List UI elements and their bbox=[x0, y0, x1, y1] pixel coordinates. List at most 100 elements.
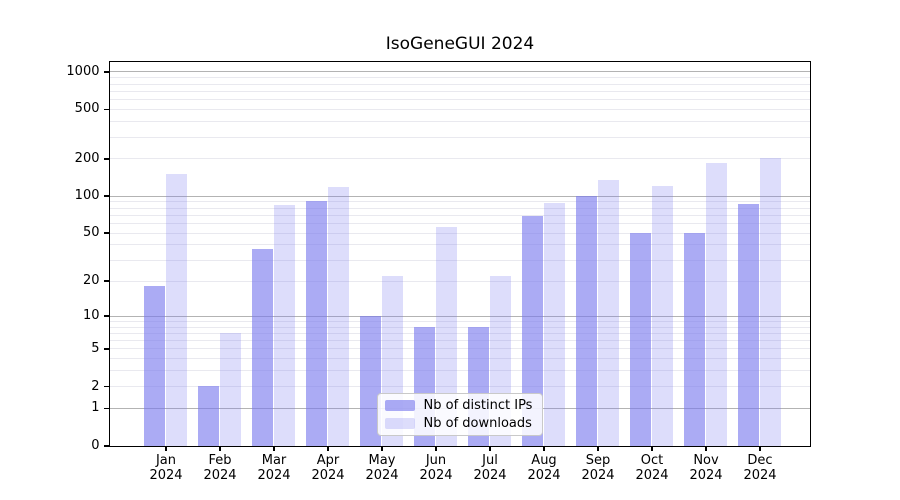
y-tick-label: 500 bbox=[74, 101, 100, 117]
y-tick-mark bbox=[103, 280, 109, 282]
bar-downloads bbox=[543, 202, 566, 446]
bar-downloads bbox=[327, 187, 350, 446]
gridline-minor bbox=[109, 90, 810, 92]
x-tick-mark bbox=[273, 446, 275, 451]
x-tick-mark bbox=[219, 446, 221, 451]
x-tick-year: 2024 bbox=[203, 468, 237, 483]
y-tick-label: 2 bbox=[91, 378, 100, 394]
bar-downloads bbox=[705, 162, 728, 446]
bar-distinct-ips bbox=[359, 315, 382, 446]
y-tick-mark bbox=[103, 158, 109, 160]
x-tick-mark bbox=[759, 446, 761, 451]
y-tick-mark bbox=[103, 195, 109, 197]
gridline-minor bbox=[109, 214, 810, 216]
bar-distinct-ips bbox=[251, 248, 274, 446]
x-tick-mark bbox=[435, 446, 437, 451]
x-tick-year: 2024 bbox=[311, 468, 345, 483]
y-tick-label: 100 bbox=[74, 188, 100, 204]
y-tick-mark bbox=[103, 445, 109, 447]
chart-title: IsoGeneGUI 2024 bbox=[385, 34, 535, 54]
y-tick-mark bbox=[103, 71, 109, 73]
x-axis: Jan 2024 Feb 2024 Mar 2024 Apr 2024 May 2024 Jun 20… bbox=[110, 446, 810, 498]
gridline-major bbox=[109, 71, 810, 73]
bar-distinct-ips bbox=[197, 386, 220, 446]
y-tick-label: 20 bbox=[82, 273, 100, 289]
x-tick-label: Feb 2024 bbox=[188, 453, 252, 483]
plot-area: Nb of distinct IPs Nb of downloads bbox=[108, 60, 811, 447]
x-tick-mark bbox=[543, 446, 545, 451]
legend: Nb of distinct IPs Nb of downloads bbox=[376, 392, 544, 436]
gridline-minor bbox=[109, 108, 810, 110]
gridline-minor bbox=[109, 83, 810, 85]
y-tick-mark bbox=[103, 232, 109, 234]
x-tick-mark bbox=[705, 446, 707, 451]
x-tick-year: 2024 bbox=[419, 468, 453, 483]
bar-distinct-ips bbox=[575, 195, 598, 446]
bar-downloads bbox=[597, 179, 620, 446]
bar-distinct-ips bbox=[143, 286, 166, 446]
y-tick-mark bbox=[103, 385, 109, 388]
y-tick-label: 200 bbox=[74, 150, 100, 166]
x-tick-label: Jan 2024 bbox=[134, 453, 198, 483]
x-tick-month: Apr bbox=[316, 453, 340, 468]
bar-downloads bbox=[273, 204, 296, 446]
x-tick-mark bbox=[381, 446, 383, 451]
x-tick-month: Oct bbox=[640, 453, 664, 468]
gridline-minor bbox=[109, 320, 810, 322]
bar-downloads bbox=[759, 158, 782, 446]
legend-item-distinct-ips: Nb of distinct IPs bbox=[384, 398, 532, 413]
x-tick-mark bbox=[651, 446, 653, 451]
x-tick-label: Oct 2024 bbox=[620, 453, 684, 483]
x-tick-year: 2024 bbox=[689, 468, 723, 483]
bar-distinct-ips bbox=[737, 204, 760, 446]
y-tick-mark bbox=[103, 108, 109, 111]
gridline-minor bbox=[109, 136, 810, 138]
gridline-minor bbox=[109, 99, 810, 101]
gridline-minor bbox=[109, 201, 810, 203]
legend-label-downloads: Nb of downloads bbox=[423, 415, 532, 431]
gridline-minor bbox=[109, 280, 810, 282]
gridline-minor bbox=[109, 386, 810, 388]
y-tick-label: 0 bbox=[91, 438, 100, 453]
x-tick-year: 2024 bbox=[365, 468, 399, 483]
gridline-minor bbox=[109, 120, 810, 122]
x-tick-mark bbox=[165, 446, 167, 451]
x-tick-year: 2024 bbox=[257, 468, 291, 483]
gridline-minor bbox=[109, 158, 810, 160]
y-tick-label: 5 bbox=[91, 340, 100, 356]
x-tick-mark bbox=[489, 446, 491, 451]
x-tick-mark bbox=[327, 446, 329, 451]
bar-distinct-ips bbox=[683, 232, 706, 446]
y-tick-label: 10 bbox=[82, 308, 100, 324]
bar-distinct-ips bbox=[305, 201, 328, 446]
legend-swatch-distinct-ips bbox=[384, 399, 415, 411]
x-tick-month: Aug bbox=[531, 453, 557, 468]
y-tick-mark bbox=[103, 407, 109, 410]
y-tick-label: 50 bbox=[82, 225, 100, 241]
y-tick-label: 1000 bbox=[66, 63, 100, 79]
x-tick-label: Apr 2024 bbox=[296, 453, 360, 483]
x-tick-label: Mar 2024 bbox=[242, 453, 306, 483]
x-tick-label: Sep 2024 bbox=[566, 453, 630, 483]
gridline-minor bbox=[109, 348, 810, 350]
x-tick-label: May 2024 bbox=[350, 453, 414, 483]
y-tick-mark bbox=[103, 348, 109, 350]
x-tick-month: Jun bbox=[425, 453, 447, 468]
x-tick-label: Jul 2024 bbox=[458, 453, 522, 483]
x-tick-month: Dec bbox=[747, 453, 773, 468]
bar-downloads bbox=[651, 185, 674, 446]
x-tick-year: 2024 bbox=[743, 468, 777, 483]
y-tick-mark bbox=[103, 315, 109, 317]
y-axis: 0 1 2 5 10 20 50 100 200 500 1000 bbox=[0, 62, 109, 453]
bar-distinct-ips bbox=[521, 215, 544, 446]
x-tick-label: Jun 2024 bbox=[404, 453, 468, 483]
x-tick-month: Mar bbox=[261, 453, 287, 468]
legend-swatch-downloads bbox=[384, 417, 415, 429]
x-tick-year: 2024 bbox=[581, 468, 615, 483]
bar-downloads bbox=[165, 173, 188, 446]
gridline-minor bbox=[109, 370, 810, 372]
x-tick-month: Sep bbox=[585, 453, 611, 468]
gridline-major bbox=[109, 315, 810, 317]
x-tick-label: Nov 2024 bbox=[674, 453, 738, 483]
